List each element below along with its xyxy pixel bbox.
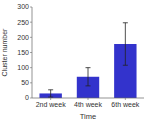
x-tick-label: 4th week <box>74 101 103 108</box>
y-tick-label: 250 <box>17 19 29 26</box>
x-axis-label: Time <box>80 112 96 121</box>
chart-container: 0 50 100 150 200 250 300 2nd week 4th week 6th we… <box>0 0 150 122</box>
page: {"chart_data": {"type": "bar", "categori… <box>0 0 150 122</box>
error-bar <box>123 23 128 65</box>
y-tick-label: 100 <box>17 64 29 71</box>
y-tick-label: 50 <box>21 79 29 86</box>
y-tick <box>30 82 32 83</box>
axes: 0 50 100 150 200 250 300 2nd week 4th week 6th we… <box>17 3 144 108</box>
y-tick <box>30 7 32 8</box>
x-tick <box>50 98 51 100</box>
y-tick-label: 200 <box>17 34 29 41</box>
y-tick-label: 150 <box>17 49 29 56</box>
y-tick <box>30 22 32 23</box>
chart-svg: 0 50 100 150 200 250 300 2nd week 4th week 6th we… <box>0 0 150 122</box>
error-bar <box>86 68 91 86</box>
y-tick <box>30 98 32 99</box>
error-bar <box>48 90 53 97</box>
marks <box>39 23 136 98</box>
y-tick <box>30 52 32 53</box>
y-tick <box>30 37 32 38</box>
y-axis-label: Cluster number <box>1 28 8 77</box>
y-tick-label: 0 <box>25 94 29 101</box>
x-tick-label: 2nd week <box>36 101 66 108</box>
x-tick <box>125 98 126 100</box>
y-tick <box>30 67 32 68</box>
x-tick <box>88 98 89 100</box>
y-tick-label: 300 <box>17 3 29 10</box>
x-tick-label: 6th week <box>111 101 140 108</box>
